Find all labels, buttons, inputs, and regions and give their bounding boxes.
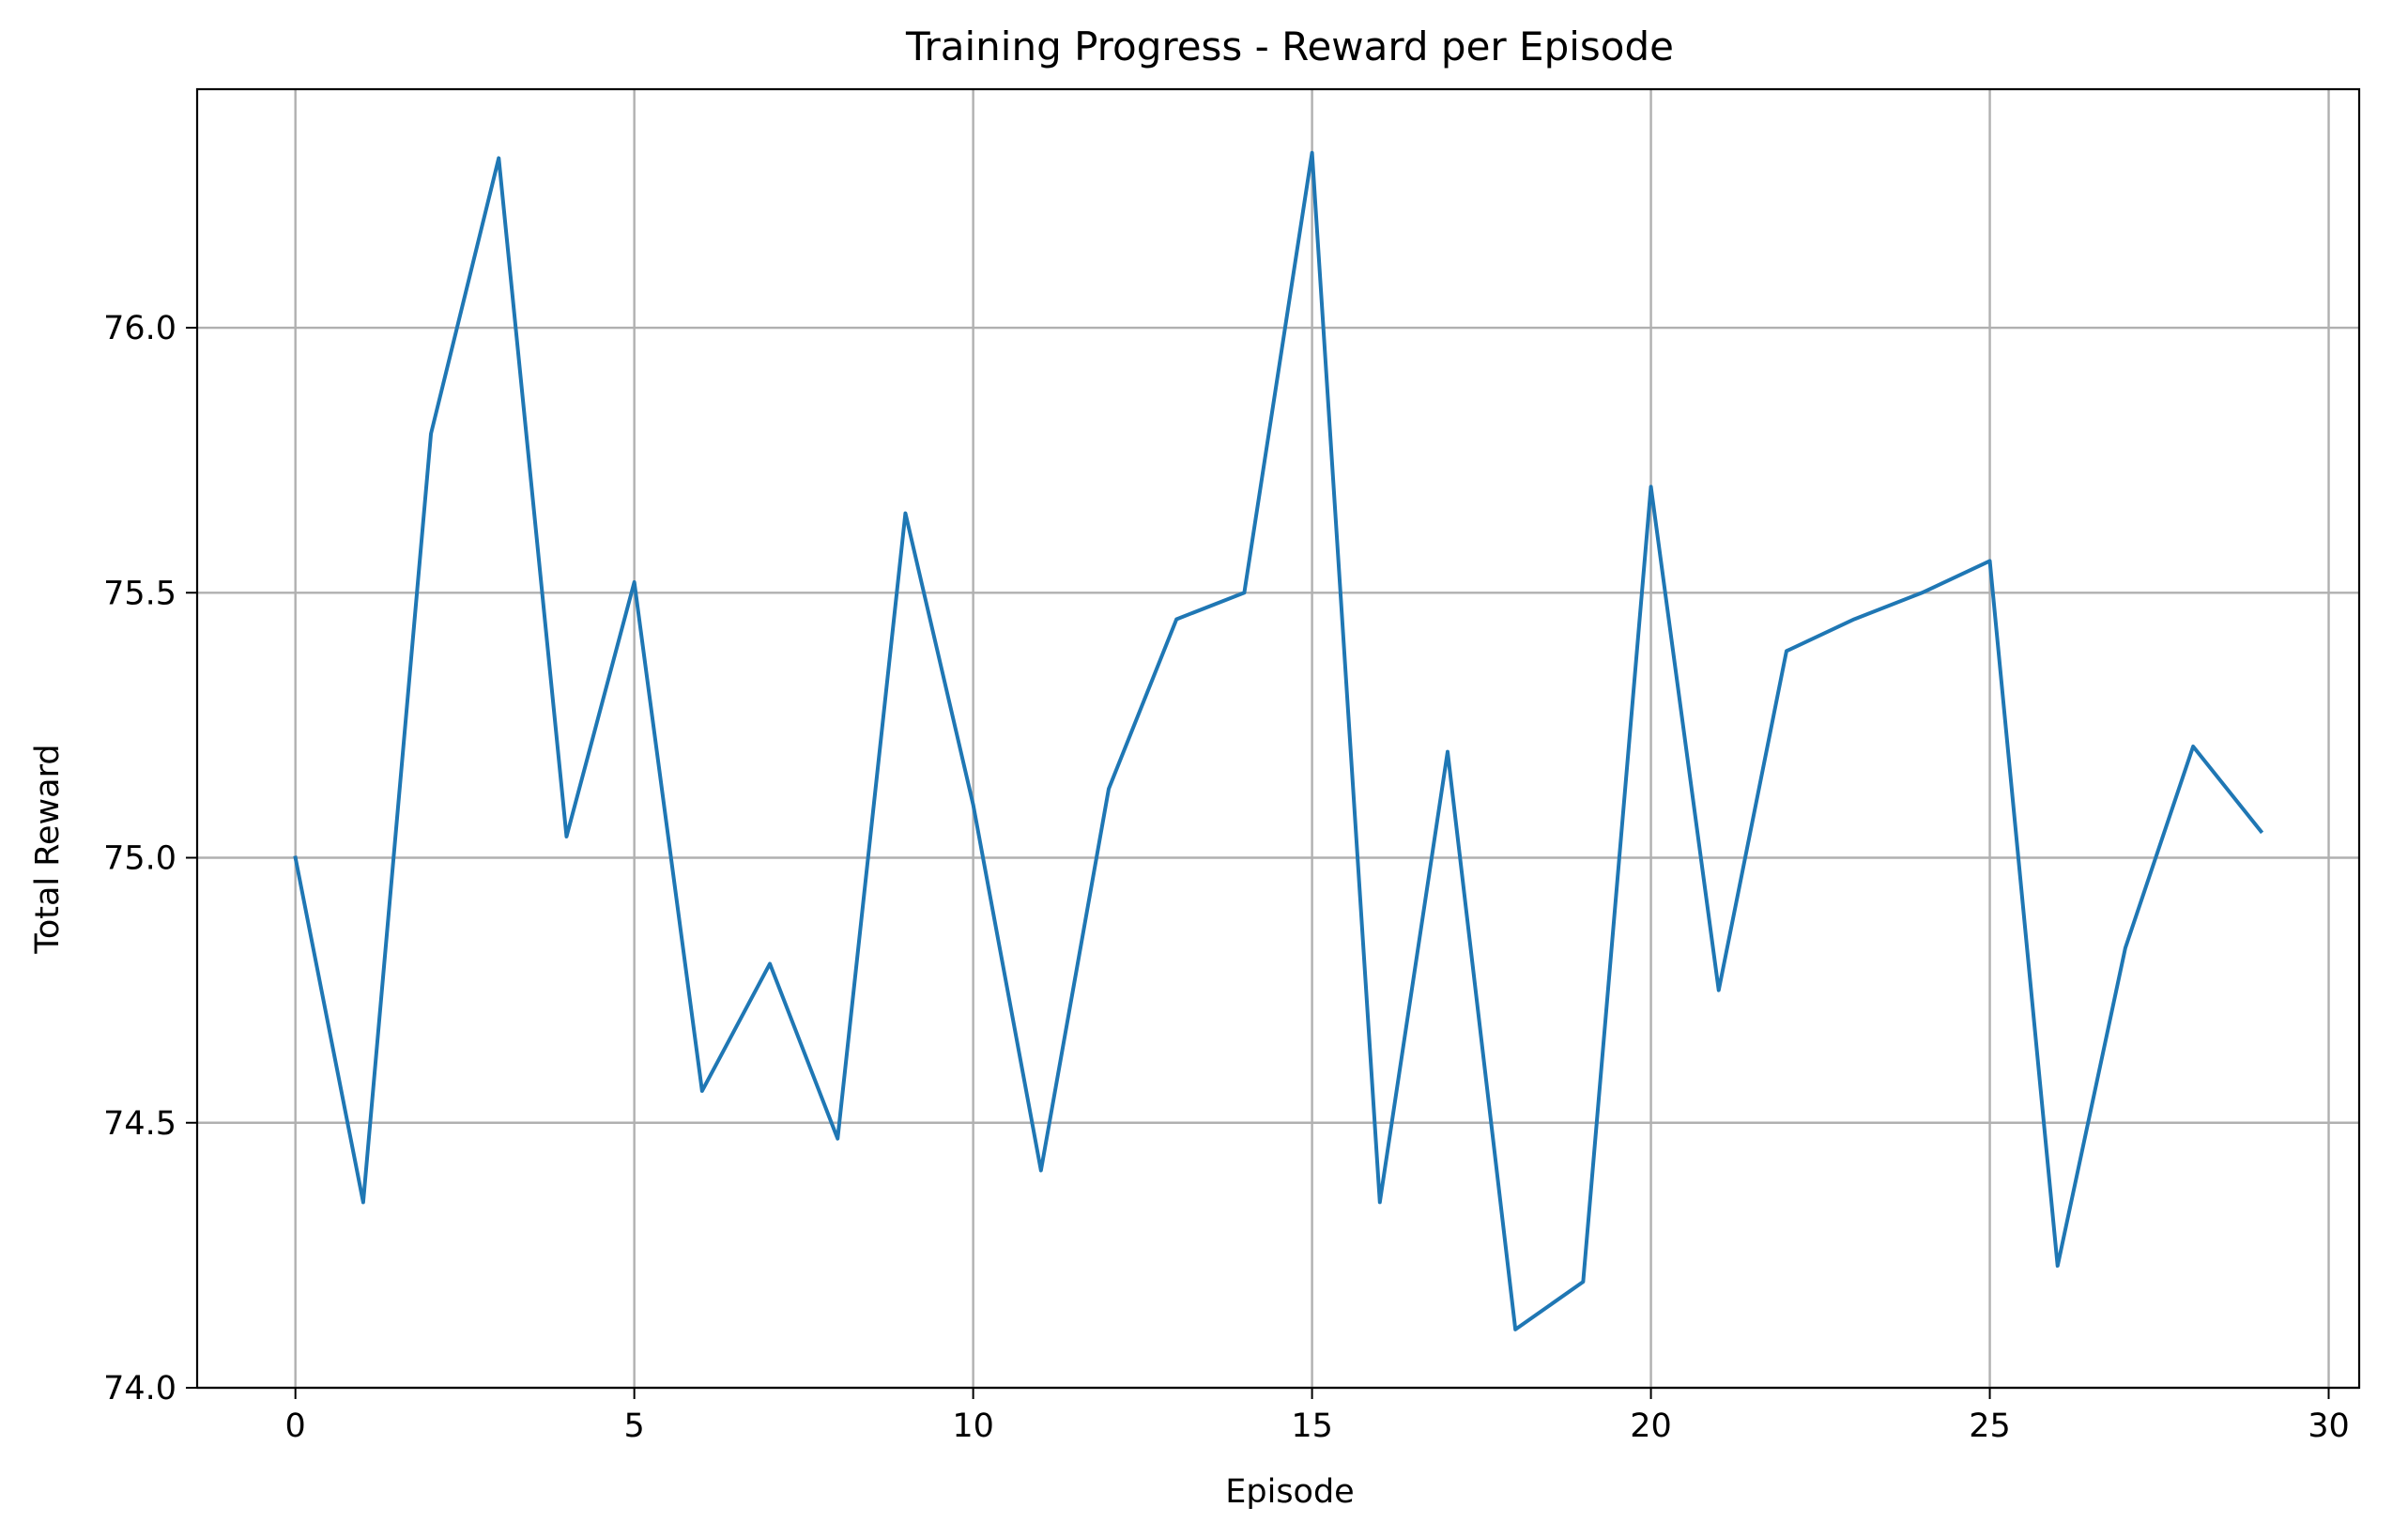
plot-area-frame: [195, 87, 2361, 1390]
y-axis-label: Total Reward: [29, 744, 67, 954]
y-tick-label-2: 75.0: [103, 840, 176, 878]
y-tick-label-4: 76.0: [103, 310, 176, 347]
x-axis-label: Episode: [1225, 1473, 1354, 1511]
chart-title: Training Progress - Reward per Episode: [905, 23, 1674, 69]
x-tick-label-1: 5: [624, 1407, 645, 1445]
y-tick-label-1: 74.5: [103, 1105, 176, 1143]
x-tick-label-6: 30: [2308, 1407, 2350, 1445]
x-tick-label-3: 15: [1291, 1407, 1333, 1445]
x-tick-label-5: 25: [1969, 1407, 2011, 1445]
y-tick-label-3: 75.5: [103, 575, 176, 612]
series-line-0: [293, 150, 2264, 1331]
y-axis-ticks: 74.0 74.5 75.0 75.5 76.0: [103, 310, 197, 1407]
y-tick-label-0: 74.0: [103, 1370, 176, 1407]
x-tick-label-4: 20: [1630, 1407, 1672, 1445]
y-gridlines: [197, 326, 2359, 1390]
x-axis-ticks: 0 5 10 15 20 25 30: [285, 1388, 2350, 1445]
x-gridlines: [294, 89, 2330, 1388]
series-layer: [293, 150, 2264, 1331]
x-tick-label-0: 0: [285, 1407, 306, 1445]
x-tick-label-2: 10: [952, 1407, 994, 1445]
